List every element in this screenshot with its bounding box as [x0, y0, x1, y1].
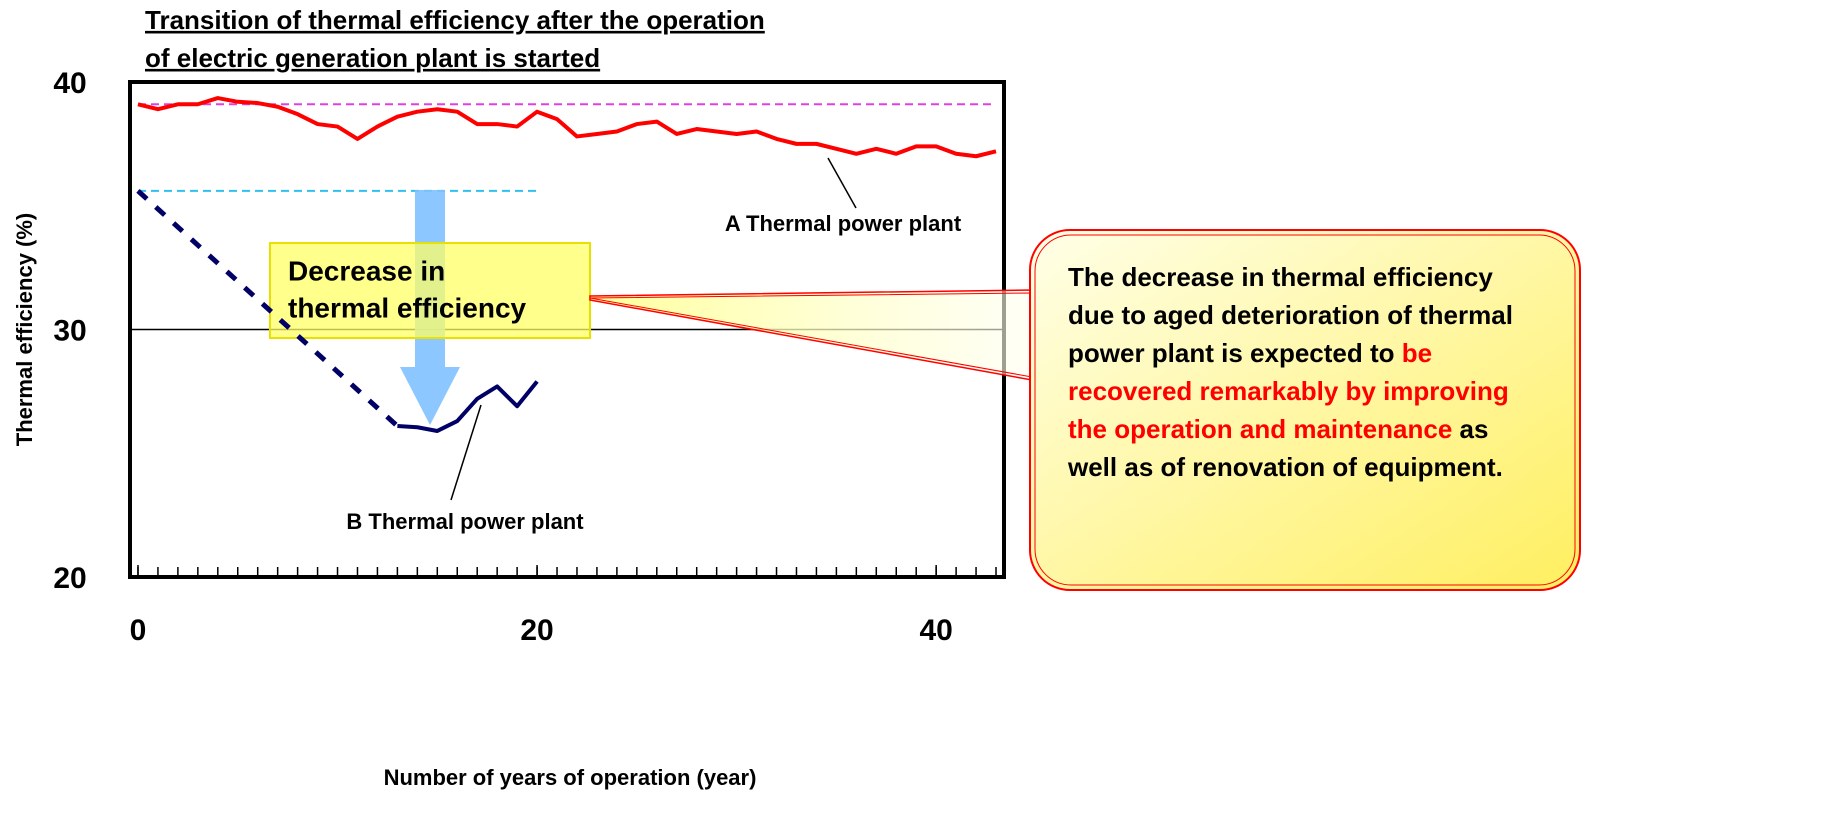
annotation-pointer	[450, 404, 482, 501]
data-line	[136, 189, 400, 428]
x-tick-label: 20	[520, 614, 553, 647]
callout-text-part: The decrease in thermal efficiency due t…	[1068, 262, 1513, 368]
y-tick-label: 30	[53, 314, 86, 347]
highlight-text: thermal efficiency	[288, 292, 527, 323]
highlight-box	[269, 242, 591, 339]
callout-pointer	[589, 289, 1033, 381]
y-tick-label: 20	[53, 562, 86, 595]
y-axis-label: Thermal efficiency (%)	[12, 213, 37, 447]
annotation-pointer	[827, 157, 857, 209]
x-axis-label: Number of years of operation (year)	[384, 765, 757, 790]
callout-box-inner	[1034, 234, 1576, 586]
x-tick-label: 40	[919, 614, 952, 647]
chart-title: Transition of thermal efficiency after t…	[145, 5, 765, 35]
data-line	[137, 96, 997, 159]
callout-text-part: be recovered remarkably by improving the…	[1068, 338, 1509, 444]
plot-area: Transition of thermal efficiency after t…	[12, 5, 1006, 790]
callout-text-part: as well as of renovation of equipment.	[1068, 414, 1503, 482]
chart-title: of electric generation plant is started	[145, 43, 600, 73]
callout-text: The decrease in thermal efficiency due t…	[1068, 258, 1538, 486]
annotation: A Thermal power plant	[725, 211, 962, 236]
callout-box	[1029, 229, 1581, 591]
y-tick-label: 40	[53, 67, 86, 100]
data-line	[397, 380, 539, 433]
x-tick-label: 0	[130, 614, 147, 647]
highlight-text: Decrease in	[288, 255, 445, 286]
annotation: B Thermal power plant	[346, 509, 584, 534]
